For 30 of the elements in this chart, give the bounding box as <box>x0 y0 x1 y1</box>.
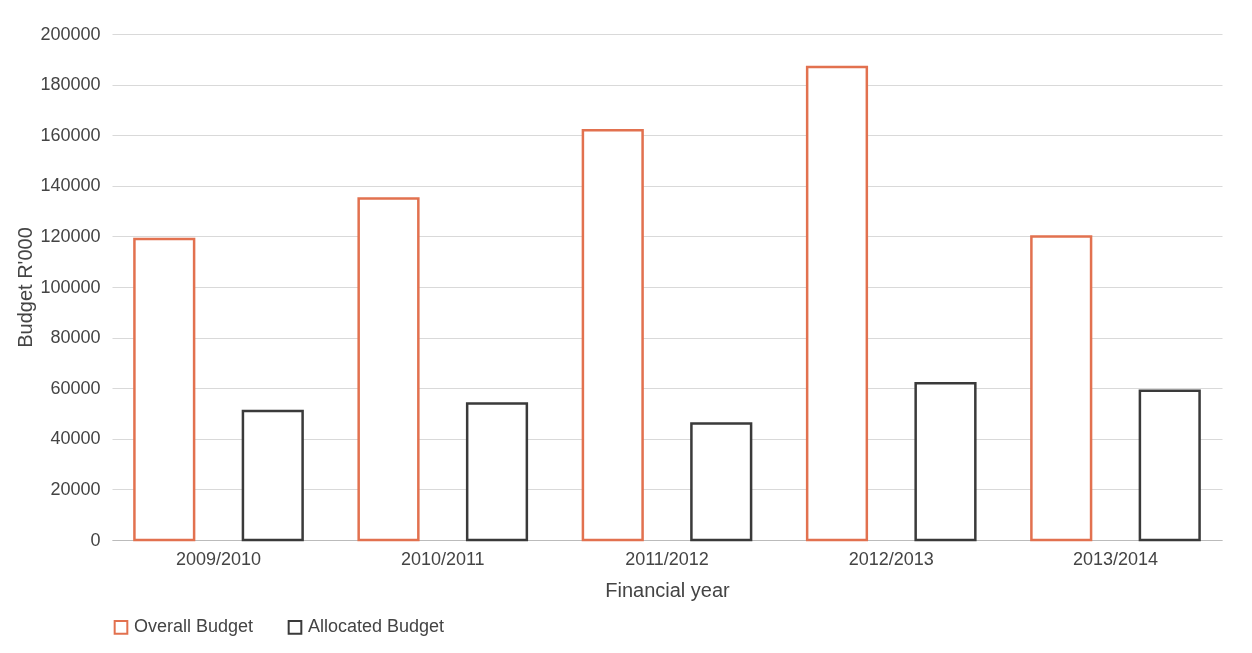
x-axis-title: Financial year <box>605 578 731 601</box>
bar <box>690 422 753 542</box>
legend-label: Overall Budget <box>134 616 254 637</box>
y-tick-label: 0 <box>90 529 101 550</box>
bar <box>581 128 644 542</box>
legend-label: Allocated Budget <box>308 616 445 637</box>
y-tick-label: 180000 <box>40 74 101 95</box>
bar <box>241 409 304 542</box>
y-tick-label: 80000 <box>50 327 101 348</box>
y-tick-label: 20000 <box>50 478 101 499</box>
bar <box>133 237 196 542</box>
x-tick-label: 2011/2012 <box>625 548 709 569</box>
bar <box>1030 235 1093 542</box>
bar <box>1138 389 1201 542</box>
bar <box>914 381 977 542</box>
bar <box>805 65 869 542</box>
y-tick-label: 200000 <box>40 23 101 44</box>
y-tick-label: 160000 <box>40 124 101 145</box>
x-tick-label: 2009/2010 <box>175 548 262 569</box>
y-tick-label: 40000 <box>50 428 101 449</box>
bar <box>465 402 529 542</box>
y-tick-label: 140000 <box>40 175 101 196</box>
y-tick-label: 60000 <box>50 377 101 398</box>
bar <box>357 197 420 542</box>
y-tick-label: 120000 <box>40 225 101 246</box>
x-tick-label: 2012/2013 <box>848 548 934 569</box>
y-axis-title: Budget R'000 <box>14 227 37 348</box>
x-tick-label: 2010/2011 <box>400 548 485 569</box>
y-tick-label: 100000 <box>40 276 101 297</box>
x-tick-label: 2013/2014 <box>1072 548 1159 569</box>
